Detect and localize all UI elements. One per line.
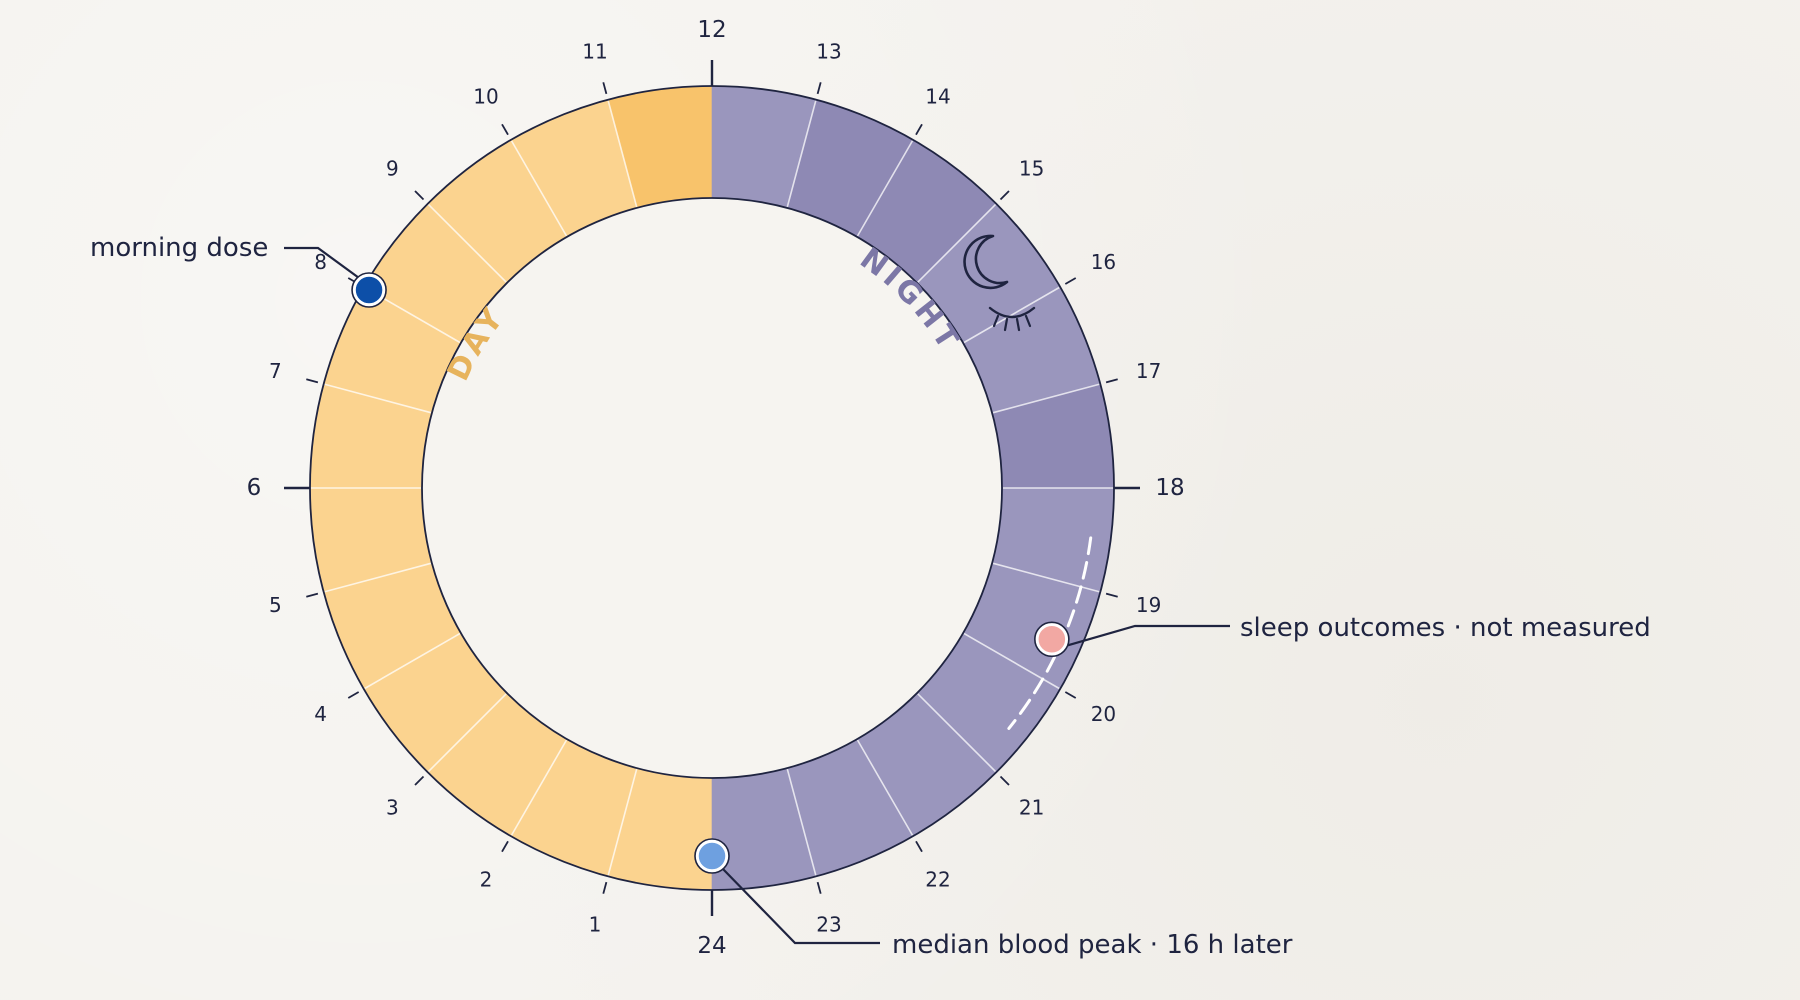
hour-label-9: 9 [386, 156, 399, 180]
blood-peak-label: median blood peak · 16 h later [892, 930, 1293, 960]
closed-eye-icon [988, 306, 1036, 332]
hour-label-21: 21 [1019, 796, 1044, 820]
moon-icon [963, 234, 1009, 290]
hour-tick-4 [347, 691, 360, 699]
segment-separators [311, 100, 1113, 876]
sleep-outcomes-label: sleep outcomes · not measured [1240, 613, 1651, 643]
hour-segments [309, 85, 1115, 891]
hour-label-17: 17 [1136, 359, 1161, 383]
segment-separator [324, 562, 432, 593]
hour-tick-3 [414, 775, 425, 786]
hour-label-18: 18 [1155, 475, 1184, 501]
hour-label-10: 10 [473, 85, 498, 109]
hour-label-1: 1 [589, 913, 602, 937]
hour-tick-20 [1064, 691, 1077, 699]
hour-label-24: 24 [697, 933, 726, 959]
hour-tick-23 [816, 881, 822, 894]
hour-tick-2 [501, 840, 509, 853]
hour-tick-14 [915, 123, 923, 136]
morning-dose-marker-outline [351, 272, 387, 308]
hour-tick-22 [915, 840, 923, 853]
segment-separator [917, 203, 997, 283]
hour-label-11: 11 [582, 39, 607, 63]
segment-separator [427, 693, 507, 773]
segment-separator [992, 383, 1100, 414]
hour-label-23: 23 [816, 913, 841, 937]
hour-label-15: 15 [1019, 156, 1044, 180]
blood-peak-marker[interactable] [695, 839, 729, 873]
hour-label-13: 13 [816, 39, 841, 63]
hour-label-3: 3 [386, 796, 399, 820]
segment-separator [324, 383, 432, 414]
segment-separator [510, 739, 568, 836]
segment-separator [427, 203, 507, 283]
morning-dose-leader-line [284, 246, 360, 279]
segment-separator [607, 100, 638, 208]
hour-label-8: 8 [314, 250, 327, 274]
hour-label-20: 20 [1091, 702, 1116, 726]
segment-separator [364, 632, 461, 690]
hour-label-16: 16 [1091, 250, 1116, 274]
segment-separator [856, 739, 914, 836]
hour-tick-9 [414, 190, 425, 201]
segment-separator [786, 100, 817, 208]
blood-peak-leader-line [721, 867, 880, 945]
hour-label-12: 12 [697, 17, 726, 43]
hour-ticks [284, 60, 1140, 916]
hour-label-4: 4 [314, 702, 327, 726]
hour-label-19: 19 [1136, 593, 1161, 617]
hour-label-6: 6 [247, 475, 262, 501]
morning-dose-label: morning dose [90, 233, 268, 263]
hour-tick-16 [1064, 277, 1077, 285]
hour-tick-13 [816, 82, 822, 95]
segment-separator [963, 286, 1060, 344]
hour-label-22: 22 [925, 867, 950, 891]
hour-tick-1 [602, 881, 608, 894]
sleep-outcomes-marker[interactable] [1035, 622, 1069, 657]
hour-tick-10 [501, 123, 509, 136]
segment-separator [917, 693, 997, 773]
hour-label-14: 14 [925, 85, 950, 109]
sleep-outcomes-marker-outline [1034, 621, 1070, 658]
hour-tick-17 [1105, 378, 1118, 384]
hour-label-2: 2 [480, 867, 493, 891]
morning-dose-marker[interactable] [352, 273, 386, 307]
hour-tick-7 [306, 378, 319, 384]
hour-label-5: 5 [269, 593, 282, 617]
sleep-outcomes-leader-line [1067, 624, 1230, 647]
hour-tick-5 [306, 592, 319, 598]
segment-separator [856, 140, 914, 237]
segment-separator [786, 768, 817, 876]
blood-peak-marker-outline [694, 838, 730, 874]
hour-tick-19 [1105, 592, 1118, 598]
inner-rim [421, 197, 1003, 779]
hour-label-7: 7 [269, 359, 282, 383]
segment-separator [510, 140, 568, 237]
hour-tick-11 [602, 82, 608, 95]
hour-tick-15 [999, 190, 1010, 201]
hour-tick-21 [999, 775, 1010, 786]
segment-separator [607, 768, 638, 876]
